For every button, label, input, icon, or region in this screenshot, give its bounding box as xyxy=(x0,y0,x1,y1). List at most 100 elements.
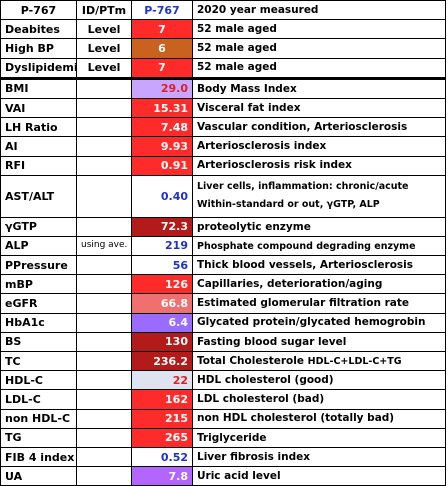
metric-value: 15.31 xyxy=(131,97,193,119)
metric-value: 0.91 xyxy=(131,155,193,176)
metric-id xyxy=(76,466,132,486)
table-row: mBP 126 Capillaries, deterioration/aging xyxy=(0,274,446,295)
metric-description: Liver cells, inflammation: chronic/acute… xyxy=(192,174,446,218)
metric-id xyxy=(76,216,132,237)
table-row: TG 265 Triglyceride xyxy=(0,427,446,448)
description-text: Fasting blood sugar level xyxy=(197,335,347,348)
metric-description: Arteriosclerosis index xyxy=(192,136,446,157)
table-row: UA 7.8 Uric acid level xyxy=(0,466,446,486)
metric-description: 52 male aged xyxy=(192,19,446,40)
description-text: Phosphate compound degrading enzyme xyxy=(197,240,416,252)
header-desc: 2020 year measured xyxy=(192,0,446,21)
metric-name: UA xyxy=(0,466,77,486)
metric-id xyxy=(76,446,132,468)
metric-description: Capillaries, deterioration/aging xyxy=(192,274,446,295)
metric-name: FIB 4 index xyxy=(0,446,77,468)
description-text: Arteriosclerosis index xyxy=(197,140,327,153)
table-row: HDL-C 22 HDL cholesterol (good) xyxy=(0,370,446,391)
metric-id xyxy=(76,312,132,333)
metric-id xyxy=(76,97,132,119)
metric-value: 7.8 xyxy=(131,466,193,486)
description-suffix: HDL-C+LDL-C+TG xyxy=(307,355,402,367)
description-text: Triglyceride xyxy=(197,431,267,444)
metric-value: 130 xyxy=(131,331,193,353)
table-row: AI 9.93 Arteriosclerosis index xyxy=(0,136,446,157)
table-row: non HDL-C 215 non HDL cholesterol (totally… xyxy=(0,408,446,429)
description-text: proteolytic enzyme xyxy=(197,220,311,233)
header-value: P-767 xyxy=(131,0,193,21)
header-id: ID/PTm xyxy=(76,0,132,21)
metric-description: HDL cholesterol (good) xyxy=(192,370,446,391)
metric-name: AI xyxy=(0,136,77,157)
description-text: Capillaries, deterioration/aging xyxy=(197,278,383,291)
description-text: Estimated glomerular filtration rate xyxy=(197,297,409,310)
description-text: Arteriosclerosis risk index xyxy=(197,159,352,172)
description-text: Glycated protein/glycated hemogrobin xyxy=(197,316,426,329)
metric-description: Phosphate compound degrading enzyme xyxy=(192,235,446,257)
metric-description: 52 male aged xyxy=(192,38,446,59)
description-text: 52 male aged xyxy=(197,23,277,36)
metric-value: 56 xyxy=(131,255,193,276)
metric-name: γGTP xyxy=(0,216,77,237)
description-text: Vascular condition, Arteriosclerosis xyxy=(197,120,408,133)
table-row: RFI 0.91 Arteriosclerosis risk index xyxy=(0,155,446,176)
metric-name: ALP xyxy=(0,235,77,257)
metric-id xyxy=(76,408,132,429)
metric-id: using ave. xyxy=(76,235,132,257)
description-text: Uric acid level xyxy=(197,469,281,482)
metric-name: Deabites xyxy=(0,19,77,40)
metric-id xyxy=(76,155,132,176)
metric-value: 29.0 xyxy=(131,76,193,99)
metric-value: 215 xyxy=(131,408,193,429)
metric-description: Thick blood vessels, Arteriosclerosis xyxy=(192,255,446,276)
metric-id: Level xyxy=(76,19,132,40)
metric-name: Dyslipidemia xyxy=(0,57,77,79)
metric-description: Arteriosclerosis risk index xyxy=(192,155,446,176)
description-text: LDL cholesterol (bad) xyxy=(197,393,325,406)
metric-description: Estimated glomerular filtration rate xyxy=(192,293,446,314)
metric-id xyxy=(76,117,132,138)
metric-name: mBP xyxy=(0,274,77,295)
metric-value: 126 xyxy=(131,274,193,295)
metric-name: High BP xyxy=(0,38,77,59)
metric-value: 219 xyxy=(131,235,193,257)
description-text: Body Mass Index xyxy=(197,82,297,95)
metric-id xyxy=(76,370,132,391)
table-row: High BP Level 6 52 male aged xyxy=(0,38,446,59)
metric-name: VAI xyxy=(0,97,77,119)
metric-id xyxy=(76,331,132,353)
table-row: LDL-C 162 LDL cholesterol (bad) xyxy=(0,389,446,410)
metric-id xyxy=(76,136,132,157)
metric-name: TC xyxy=(0,350,77,372)
metric-id xyxy=(76,255,132,276)
table-row: Deabites Level 7 52 male aged xyxy=(0,19,446,40)
metric-name: PPressure xyxy=(0,255,77,276)
metric-id xyxy=(76,427,132,448)
metric-id xyxy=(76,174,132,218)
metric-value: 6 xyxy=(131,38,193,59)
metric-name: BS xyxy=(0,331,77,353)
table-row: TC 236.2 Total Cholesterole HDL-C+LDL-C+TG xyxy=(0,350,446,372)
metric-value: 22 xyxy=(131,370,193,391)
description-text: Visceral fat index xyxy=(197,101,301,114)
metric-value: 162 xyxy=(131,389,193,410)
metric-id xyxy=(76,76,132,99)
table-row: VAI 15.31 Visceral fat index xyxy=(0,97,446,119)
description-text: Total Cholesterole xyxy=(197,354,304,367)
metric-value: 72.3 xyxy=(131,216,193,237)
table-row: eGFR 66.8 Estimated glomerular filtration … xyxy=(0,293,446,314)
metric-id xyxy=(76,389,132,410)
metric-id: Level xyxy=(76,38,132,59)
header-row: P-767 ID/PTm P-767 2020 year measured xyxy=(0,0,446,21)
metric-value: 7.48 xyxy=(131,117,193,138)
metric-description: Fasting blood sugar level xyxy=(192,331,446,353)
metric-description: Liver fibrosis index xyxy=(192,446,446,468)
description-text: Thick blood vessels, Arteriosclerosis xyxy=(197,258,414,271)
metric-description: Uric acid level xyxy=(192,466,446,486)
metric-description: Glycated protein/glycated hemogrobin xyxy=(192,312,446,333)
metric-value: 6.4 xyxy=(131,312,193,333)
table-row: BS 130 Fasting blood sugar level xyxy=(0,331,446,353)
table-row: LH Ratio 7.48 Vascular condition, Arterios… xyxy=(0,117,446,138)
metric-id xyxy=(76,274,132,295)
header-name: P-767 xyxy=(0,0,77,21)
